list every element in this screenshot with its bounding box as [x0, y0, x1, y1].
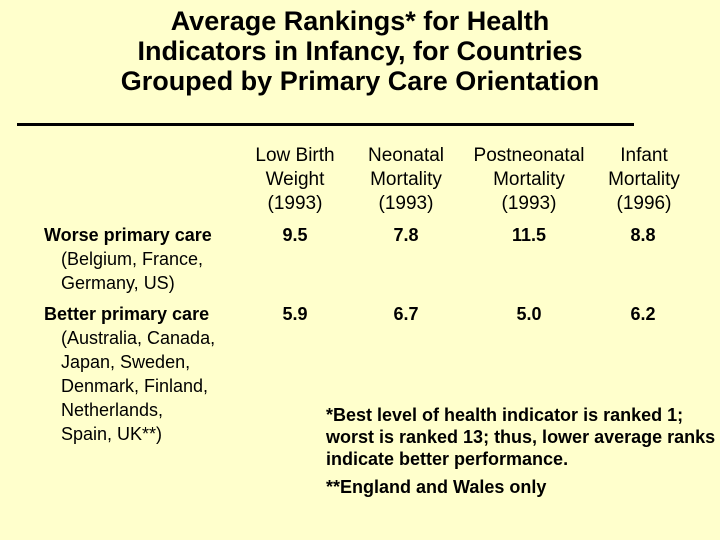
column-header-line: Infant — [620, 145, 668, 166]
column-header-line: (1993) — [378, 193, 434, 214]
column-header-infant-mortality: Infant Mortality (1996) — [598, 144, 690, 216]
column-header-line: Neonatal — [367, 145, 445, 166]
column-header-postneonatal-mortality: Postneonatal Mortality (1993) — [466, 144, 592, 216]
row-countries-line: Spain, UK**) — [61, 424, 163, 444]
cell-better-infant-mortality: 6.2 — [630, 304, 656, 324]
column-header-line: Mortality — [608, 169, 680, 190]
footnote-uk: **England and Wales only — [326, 477, 547, 497]
title-divider — [17, 123, 634, 126]
footnotes: *Best level of health indicator is ranke… — [326, 404, 716, 498]
row-countries-line: (Belgium, France, — [61, 249, 204, 269]
column-header-line: Low Birth — [255, 145, 335, 166]
column-header-line: Mortality — [493, 169, 565, 190]
row-countries-line: (Australia, Canada, — [61, 328, 216, 348]
cell-better-low-birth-weight: 5.9 — [282, 304, 308, 324]
column-header-line: Mortality — [370, 169, 442, 190]
page-title: Average Rankings* for Health Indicators … — [0, 6, 720, 96]
row-name: Better primary care — [44, 304, 210, 324]
column-header-line: Postneonatal — [473, 145, 585, 166]
cell-worse-postneonatal-mortality: 11.5 — [511, 225, 547, 245]
cell-worse-low-birth-weight: 9.5 — [282, 225, 308, 245]
cell-worse-neonatal-mortality: 7.8 — [393, 225, 419, 245]
row-countries-line: Netherlands, — [61, 400, 164, 420]
row-label-worse-primary-care: Worse primary care (Belgium, France, Ger… — [44, 223, 212, 295]
column-header-line: (1996) — [616, 193, 672, 214]
title-line-2: Indicators in Infancy, for Countries — [137, 36, 583, 66]
row-countries-line: Japan, Sweden, — [61, 352, 191, 372]
cell-worse-infant-mortality: 8.8 — [630, 225, 656, 245]
column-header-neonatal-mortality: Neonatal Mortality (1993) — [360, 144, 452, 216]
row-label-better-primary-care: Better primary care (Australia, Canada, … — [44, 302, 215, 446]
column-header-low-birth-weight: Low Birth Weight (1993) — [249, 144, 341, 216]
row-countries-line: Denmark, Finland, — [61, 376, 209, 396]
column-header-line: (1993) — [501, 193, 557, 214]
title-line-3: Grouped by Primary Care Orientation — [120, 66, 600, 96]
cell-better-postneonatal-mortality: 5.0 — [516, 304, 542, 324]
footnote-ranking: *Best level of health indicator is ranke… — [326, 405, 716, 469]
row-name: Worse primary care — [44, 225, 212, 245]
column-header-line: Weight — [265, 169, 325, 190]
column-header-line: (1993) — [267, 193, 323, 214]
row-countries-line: Germany, US) — [61, 273, 175, 293]
title-line-1: Average Rankings* for Health — [170, 6, 550, 36]
cell-better-neonatal-mortality: 6.7 — [393, 304, 419, 324]
